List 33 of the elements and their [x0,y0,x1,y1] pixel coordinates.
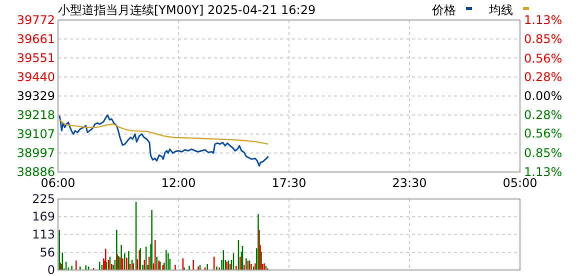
x-tick-label: 17:30 [272,176,306,190]
legend-label: 均线 [488,3,513,17]
y-tick-label: 225 [32,192,55,206]
y-tick-label: 0 [47,263,55,276]
y-tick-label: 39329 [16,89,55,103]
y2-tick-label: 0.56% [524,51,562,66]
y2-tick-label: 0.85% [524,146,562,160]
y2-tick-label: 0.28% [524,70,562,84]
chart-title: 小型道指当月连续[YM00Y] 2025-04-21 16:29 [58,3,316,17]
x-tick-label: 05:00 [502,176,538,190]
y2-tick-label: 0.56% [524,126,562,141]
y-tick-label: 39107 [16,127,55,142]
y2-tick-label: 0.00% [524,89,562,103]
y-tick-label: 38886 [16,165,55,179]
y-tick-label: 39440 [16,70,55,84]
y2-tick-label: 1.13% [524,13,562,27]
y-tick-label: 38997 [16,146,55,160]
y-tick-label: 39661 [16,32,55,46]
y2-tick-label: 0.85% [524,32,562,46]
y-tick-label: 113 [32,227,55,242]
y-tick-label: 39218 [16,108,55,122]
y2-tick-label: 0.28% [524,108,562,122]
line-series [58,119,269,145]
line-series [58,114,269,167]
x-tick-label: 23:30 [392,176,427,190]
y-tick-label: 39551 [16,50,55,65]
x-tick-label: 12:00 [161,176,196,190]
y-tick-label: 169 [32,210,55,224]
x-tick-label: 06:00 [40,176,76,190]
legend-label: 价格 [431,3,456,17]
y-tick-label: 39772 [16,13,55,27]
y2-tick-label: 1.13% [524,165,562,179]
y-tick-label: 56 [40,245,55,260]
